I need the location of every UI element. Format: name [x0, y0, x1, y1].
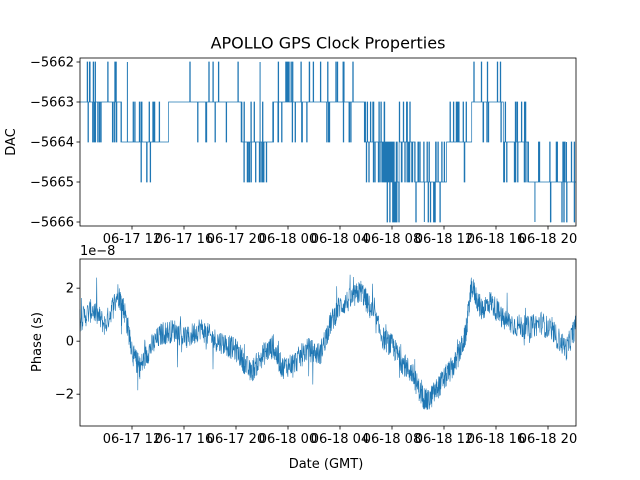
- phase-x-tick-label: 06-17 16: [155, 432, 213, 447]
- phase-x-tick-label: 06-18 04: [311, 432, 369, 447]
- dac-series: [80, 61, 576, 223]
- phase-axes-frame: [79, 258, 577, 427]
- phase-y-tick-label: 0: [66, 335, 74, 350]
- dac-x-tick-label: 06-18 20: [519, 232, 577, 247]
- chart-title: APOLLO GPS Clock Properties: [211, 34, 446, 53]
- dac-x-tick-label: 06-17 20: [207, 232, 265, 247]
- phase-y-tick-label: −2: [55, 388, 74, 403]
- dac-y-ticks: −5662 −5663 −5664 −5665 −5666: [30, 56, 80, 231]
- dac-y-tick-label: −5663: [30, 96, 74, 111]
- dac-x-tick-label: 06-17 12: [103, 232, 161, 247]
- phase-x-tick-label: 06-17 12: [103, 432, 161, 447]
- dac-y-tick-label: −5664: [30, 136, 74, 151]
- phase-x-tick-label: 06-18 08: [363, 432, 421, 447]
- phase-x-tick-label: 06-18 20: [519, 432, 577, 447]
- dac-x-tick-label: 06-18 12: [415, 232, 473, 247]
- phase-x-tick-label: 06-18 16: [467, 432, 525, 447]
- phase-x-tick-label: 06-18 12: [415, 432, 473, 447]
- dac-x-tick-label: 06-18 16: [467, 232, 525, 247]
- dac-x-tick-label: 06-17 16: [155, 232, 213, 247]
- dac-axes: −5662−5663−5664−5665−5666 06-17 1206-17 …: [4, 56, 577, 248]
- phase-y-tick-label: 2: [66, 282, 74, 297]
- phase-x-tick-label: 06-17 20: [207, 432, 265, 447]
- phase-series: [79, 274, 577, 410]
- dac-x-tick-label: 06-18 04: [311, 232, 369, 247]
- phase-offset-text: 1e−8: [80, 244, 115, 259]
- dac-y-axis-label: DAC: [4, 128, 19, 156]
- phase-x-axis-label: Date (GMT): [289, 457, 364, 472]
- phase-y-axis-label: Phase (s): [30, 312, 45, 372]
- dac-x-tick-label: 06-18 00: [259, 232, 317, 247]
- dac-y-tick-label: −5666: [30, 216, 74, 231]
- phase-y-ticks: 2 0 −2: [55, 282, 80, 403]
- dac-y-tick-label: −5662: [30, 56, 74, 71]
- phase-x-tick-label: 06-18 00: [259, 432, 317, 447]
- dac-x-tick-label: 06-18 08: [363, 232, 421, 247]
- dac-y-tick-label: −5665: [30, 176, 74, 191]
- phase-series-line: [79, 274, 577, 410]
- dac-series-line: [80, 61, 576, 223]
